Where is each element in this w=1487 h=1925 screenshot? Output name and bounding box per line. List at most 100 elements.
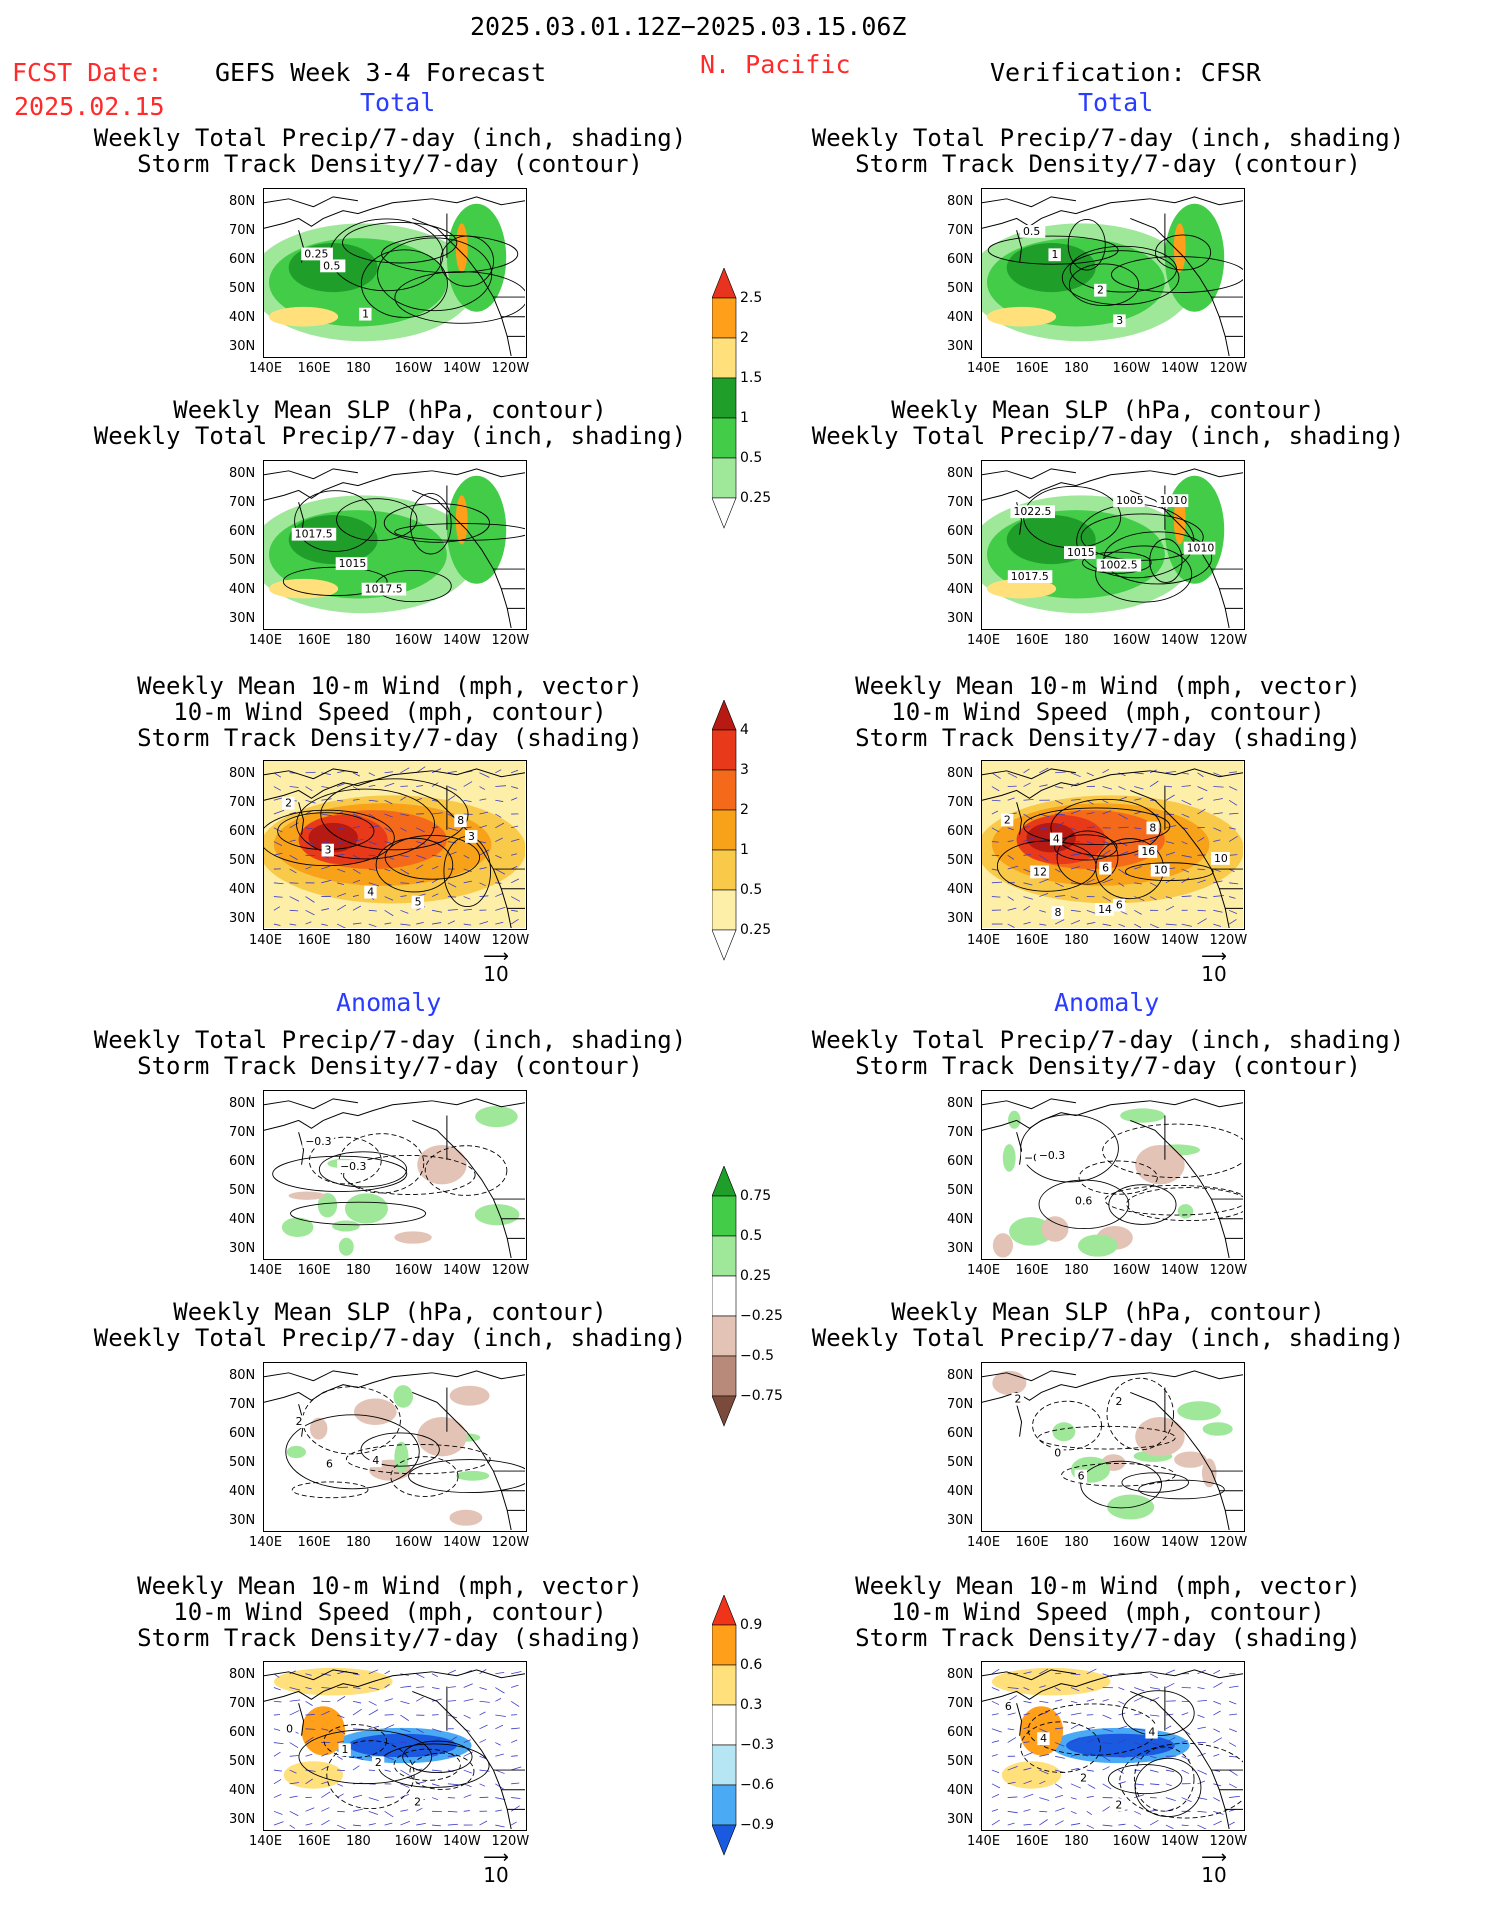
contour-line xyxy=(318,1151,408,1188)
lat-tick-label: 40N xyxy=(947,1783,974,1798)
panel-title-1-left-line-2: Storm Track Density/7-day (contour) xyxy=(137,150,643,178)
wind-vector xyxy=(289,1824,295,1829)
wind-vector xyxy=(1023,1767,1032,1771)
contour-label: 1 xyxy=(342,1743,349,1756)
coast-arctic-na xyxy=(1149,468,1243,478)
anom-precip-patch xyxy=(1041,1216,1069,1242)
wind-vector xyxy=(352,1765,360,1771)
wind-vector xyxy=(368,1687,380,1690)
lat-tick-label: 60N xyxy=(229,1426,256,1441)
lat-tick-label: 80N xyxy=(229,1667,256,1682)
wind-vector xyxy=(1181,813,1190,818)
wind-vector xyxy=(1102,896,1111,902)
wind-vector xyxy=(1055,771,1066,774)
wind-vector xyxy=(352,1708,362,1716)
fcst-date-label: FCST Date: xyxy=(12,58,163,87)
wind-vector xyxy=(400,785,408,787)
wind-vector xyxy=(1070,896,1079,900)
lon-tick-label: 120W xyxy=(491,1535,530,1550)
coast-north xyxy=(264,198,433,229)
contour-label: 1 xyxy=(362,308,369,321)
lon-tick-label: 120W xyxy=(491,361,530,376)
contour-label: 1015 xyxy=(1067,546,1095,559)
wind-vector xyxy=(463,868,472,873)
coastline xyxy=(982,768,1243,928)
contour-line xyxy=(381,235,519,274)
contour-label: 4 xyxy=(1148,1726,1155,1739)
wind-vector xyxy=(352,1808,363,1812)
wind-vector xyxy=(1118,1725,1128,1730)
map-panel-3-right: 2 4 6 6 8 10 12 8 14 16 10 xyxy=(981,760,1245,930)
coast-arctic xyxy=(264,468,358,480)
panel-title-1-right-line-2: Storm Track Density/7-day (contour) xyxy=(855,150,1361,178)
wind-vector xyxy=(384,782,395,787)
contour-line xyxy=(294,490,377,552)
lat-tick-label: 70N xyxy=(229,1397,256,1412)
contour-label-bg xyxy=(364,885,377,899)
lat-tick-label: 50N xyxy=(947,1754,974,1769)
wind-vector xyxy=(352,772,361,777)
lon-tick-label: 140W xyxy=(1161,361,1199,376)
wind-vector xyxy=(336,1793,344,1798)
wind-vector xyxy=(1102,1673,1113,1678)
lon-tick-label: 120W xyxy=(1209,1535,1248,1550)
wind-vector xyxy=(1039,1668,1049,1675)
wind-vector xyxy=(1197,772,1204,778)
wind-vector xyxy=(511,1671,522,1675)
wind-vector xyxy=(337,799,344,802)
forecast-title: GEFS Week 3-4 Forecast xyxy=(215,58,547,87)
wind-vector xyxy=(1118,1672,1125,1675)
wind-vector xyxy=(352,922,362,925)
wind-vector xyxy=(1149,780,1159,787)
coast-arctic-na xyxy=(431,196,525,206)
coast-alaska xyxy=(1130,790,1230,928)
panel-title-6-left-line-3: Storm Track Density/7-day (shading) xyxy=(137,1624,643,1652)
colorbar-segment xyxy=(712,1744,737,1786)
wind-vector xyxy=(1165,896,1173,899)
lon-tick-label: 140W xyxy=(443,361,481,376)
contour-label-bg xyxy=(1094,283,1107,297)
contour-label: 3 xyxy=(468,830,475,843)
contour-label-bg xyxy=(1145,1725,1158,1739)
wind-vector xyxy=(1228,786,1238,791)
wind-vector xyxy=(1102,878,1113,884)
wind-vector xyxy=(1197,1699,1208,1702)
coast-north xyxy=(982,1671,1151,1702)
contour-line xyxy=(291,1481,369,1499)
wind-vector xyxy=(384,771,394,774)
wind-vector xyxy=(1070,782,1080,787)
contour-line xyxy=(336,498,418,542)
lat-tick-label: 80N xyxy=(947,194,974,209)
wind-vector xyxy=(1023,1713,1030,1716)
lat-tick-label: 70N xyxy=(947,1397,974,1412)
wind-vector xyxy=(1054,799,1064,805)
vector-reference-value: 10 xyxy=(1201,962,1227,986)
contour-line xyxy=(1056,830,1119,885)
contour-label: 1010 xyxy=(1187,542,1215,555)
wind-vector xyxy=(1086,841,1096,845)
contour-label-bg xyxy=(301,247,333,261)
map-panel-5-left: 2 6 4 xyxy=(263,1362,527,1532)
lat-tick-label: 50N xyxy=(947,281,974,296)
wind-vector xyxy=(1134,1696,1144,1702)
lat-tick-label: 80N xyxy=(947,766,974,781)
wind-vector xyxy=(991,1700,1000,1705)
wind-vector xyxy=(400,1820,410,1826)
wind-vector xyxy=(1118,813,1128,820)
wind-vector xyxy=(337,783,345,787)
wind-vector xyxy=(1118,1687,1125,1691)
contour-label: 2 xyxy=(285,797,292,810)
lon-tick-label: 140E xyxy=(249,361,283,376)
contour-line xyxy=(1061,250,1180,306)
wind-vector xyxy=(1070,882,1080,885)
coast-arctic xyxy=(982,1669,1076,1681)
lon-tick-label: 160W xyxy=(1112,933,1151,948)
wind-vector xyxy=(447,1810,458,1813)
anom-precip-patch xyxy=(1078,1234,1118,1257)
wind-vector xyxy=(273,786,281,791)
contour-line xyxy=(1038,1179,1130,1230)
anom-precip-brown xyxy=(417,1145,467,1185)
fcst-date-value: 2025.02.15 xyxy=(14,92,165,121)
wind-vector xyxy=(1070,1823,1081,1826)
contour-label: 6 xyxy=(1116,899,1123,912)
